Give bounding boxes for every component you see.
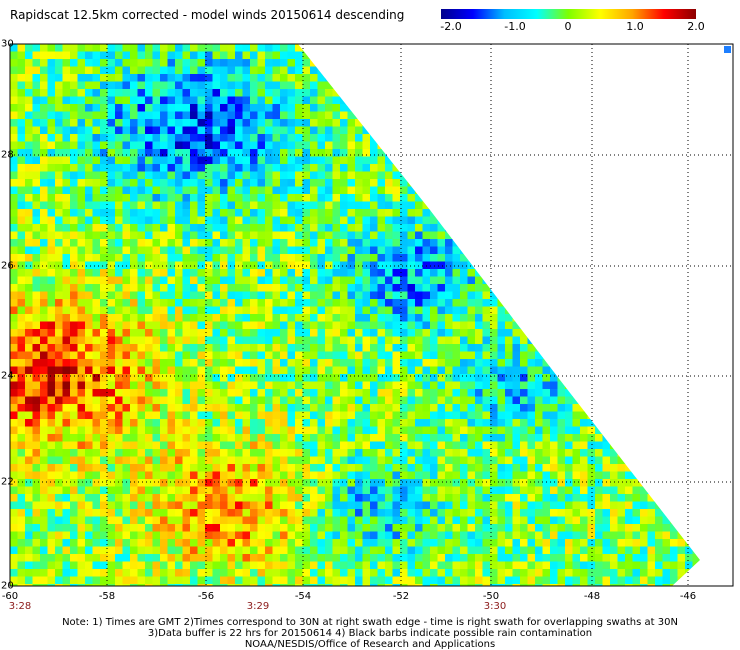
lon-tick: -48 xyxy=(583,591,601,602)
lon-tick: -56 xyxy=(197,591,215,602)
colorbar xyxy=(441,9,696,19)
lon-tick: -46 xyxy=(679,591,697,602)
footnote-line-2: 3)Data buffer is 22 hrs for 20150614 4) … xyxy=(147,628,593,639)
lon-tick: -50 xyxy=(482,591,500,602)
footnote-line-3: NOAA/NESDIS/Office of Research and Appli… xyxy=(244,639,496,650)
lon-tick: -52 xyxy=(392,591,410,602)
swath-cells xyxy=(10,44,700,586)
lat-tick-24: 24 xyxy=(1,370,14,382)
time-label: 3:28 xyxy=(8,601,32,612)
colorbar-tick: -1.0 xyxy=(504,20,526,33)
map-title: Rapidscat 12.5km corrected - model winds… xyxy=(10,8,405,22)
colorbar-tick: -2.0 xyxy=(440,20,462,33)
plot-frame xyxy=(9,43,734,587)
footnote-line-1: Note: 1) Times are GMT 2)Times correspon… xyxy=(62,617,678,628)
lat-tick-22: 22 xyxy=(1,476,14,488)
lon-tick: -54 xyxy=(294,591,312,602)
time-label: 3:30 xyxy=(483,601,507,612)
lat-tick-26: 26 xyxy=(1,260,14,272)
lon-tick: -58 xyxy=(98,591,116,602)
colorbar-tick: 0 xyxy=(564,20,572,33)
colorbar-tick: 2.0 xyxy=(687,20,705,33)
colorbar-tick: 1.0 xyxy=(626,20,644,33)
lat-tick-30: 30 xyxy=(1,38,14,50)
lat-tick-20: 20 xyxy=(1,580,14,592)
lat-tick-28: 28 xyxy=(1,149,14,161)
time-label: 3:29 xyxy=(246,601,270,612)
edge-marker xyxy=(724,46,731,53)
lon-tick: -60 xyxy=(1,591,19,602)
